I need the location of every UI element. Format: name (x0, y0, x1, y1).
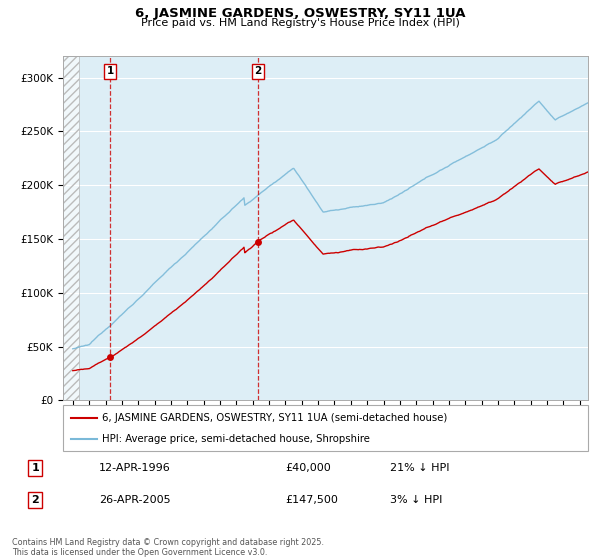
Text: 6, JASMINE GARDENS, OSWESTRY, SY11 1UA (semi-detached house): 6, JASMINE GARDENS, OSWESTRY, SY11 1UA (… (103, 413, 448, 423)
Text: 26-APR-2005: 26-APR-2005 (100, 495, 171, 505)
Bar (63, 56, 79, 400)
Text: 3% ↓ HPI: 3% ↓ HPI (391, 495, 443, 505)
Text: £147,500: £147,500 (286, 495, 338, 505)
Text: 1: 1 (106, 67, 114, 77)
Text: 2: 2 (31, 495, 39, 505)
Text: 1: 1 (31, 463, 39, 473)
Text: 2: 2 (254, 67, 262, 77)
Text: £40,000: £40,000 (286, 463, 331, 473)
Text: Contains HM Land Registry data © Crown copyright and database right 2025.
This d: Contains HM Land Registry data © Crown c… (12, 538, 324, 557)
FancyBboxPatch shape (63, 405, 588, 451)
Text: 6, JASMINE GARDENS, OSWESTRY, SY11 1UA: 6, JASMINE GARDENS, OSWESTRY, SY11 1UA (135, 7, 465, 20)
Text: Price paid vs. HM Land Registry's House Price Index (HPI): Price paid vs. HM Land Registry's House … (140, 18, 460, 28)
Bar (63, 56, 79, 400)
Text: 21% ↓ HPI: 21% ↓ HPI (391, 463, 450, 473)
Text: HPI: Average price, semi-detached house, Shropshire: HPI: Average price, semi-detached house,… (103, 435, 370, 444)
Text: 12-APR-1996: 12-APR-1996 (100, 463, 171, 473)
